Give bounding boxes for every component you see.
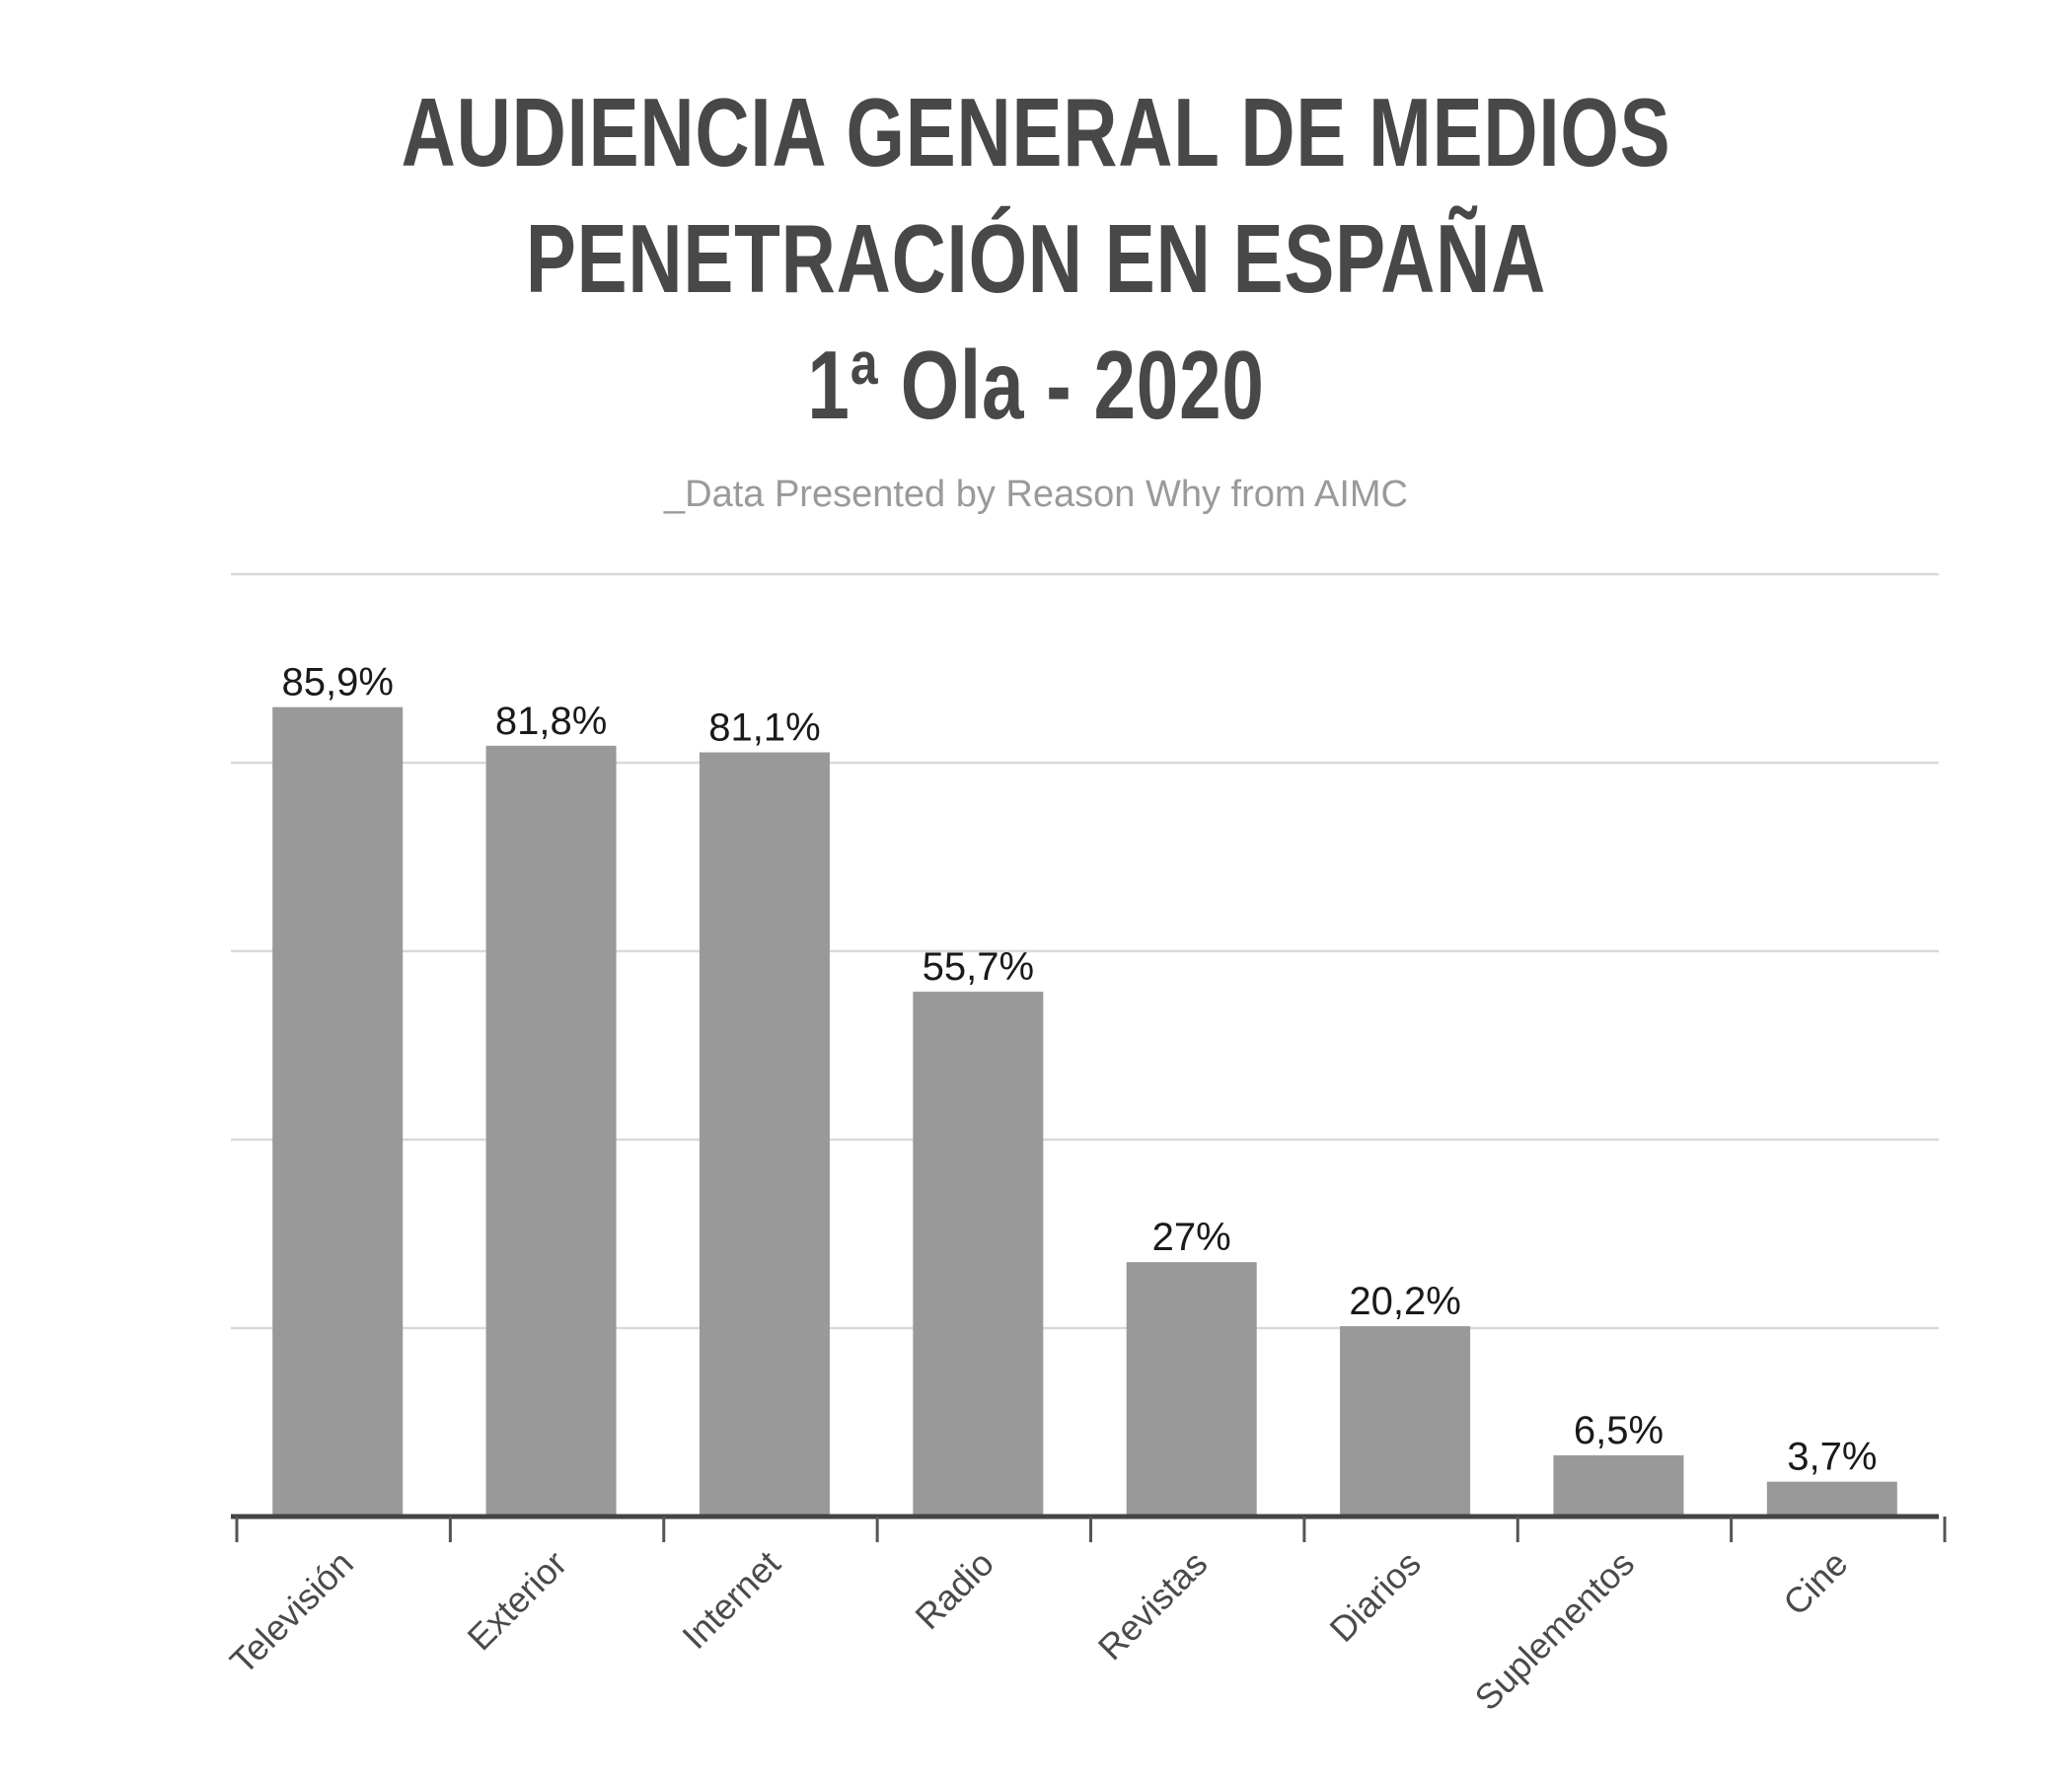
bar xyxy=(699,752,830,1517)
x-tick-label: Revistas xyxy=(1090,1543,1216,1668)
bar-value-label: 55,7% xyxy=(923,945,1034,989)
bar xyxy=(1340,1326,1471,1517)
bar-value-label: 3,7% xyxy=(1787,1436,1877,1479)
x-tick-label: Televisión xyxy=(222,1543,361,1682)
bar-value-label: 27% xyxy=(1152,1216,1231,1259)
title-line-1: AUDIENCIA GENERAL DE MEDIOS xyxy=(401,78,1671,186)
bar xyxy=(1553,1454,1684,1517)
bar xyxy=(1766,1481,1897,1517)
x-tick-label: Internet xyxy=(674,1543,787,1657)
x-tick-label: Exterior xyxy=(460,1543,575,1659)
x-tick-label: Diarios xyxy=(1322,1543,1429,1650)
x-tick-label: Radio xyxy=(907,1543,1001,1638)
chart-subtitle: _Data Presented by Reason Why from AIMC xyxy=(664,474,1408,515)
bar-value-label: 6,5% xyxy=(1574,1409,1664,1452)
bar xyxy=(913,992,1044,1517)
title-line-3: 1ª Ola - 2020 xyxy=(807,331,1265,439)
bar xyxy=(485,745,617,1517)
x-tick-label: Suplementos xyxy=(1467,1543,1643,1719)
bar xyxy=(272,706,404,1517)
chart-title: AUDIENCIA GENERAL DE MEDIOS PENETRACIÓN … xyxy=(0,69,2072,448)
bar xyxy=(1126,1262,1257,1517)
bar-value-label: 81,1% xyxy=(708,705,820,749)
bar-value-label: 81,8% xyxy=(495,700,607,743)
bar-value-label: 85,9% xyxy=(281,661,393,704)
x-tick-label: Cine xyxy=(1775,1543,1855,1623)
title-line-2: PENETRACIÓN EN ESPAÑA xyxy=(525,204,1547,313)
bar-value-label: 20,2% xyxy=(1349,1280,1460,1323)
